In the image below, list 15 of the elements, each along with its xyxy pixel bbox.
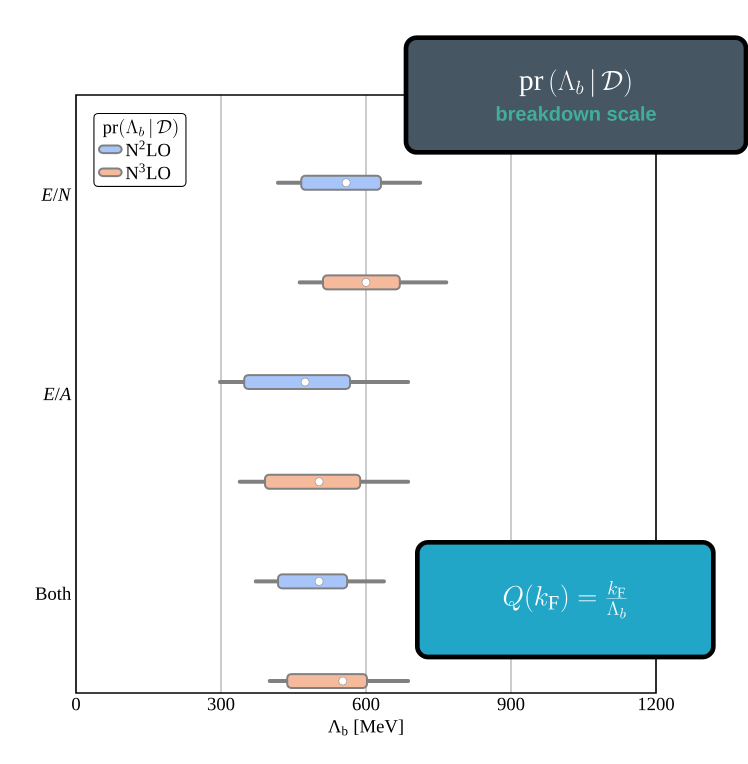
x-axis-title: Λ$_{b}$ [MeV] (328, 719, 403, 736)
x-tick-label: 300 (208, 698, 234, 710)
legend-label: N$^{3}$LO (126, 163, 170, 180)
legend-title: $\mathrm{pr}(\Lambda_b\,|\,\mathcal{D})$ (102, 118, 178, 138)
annotation: $\mathrm{pr}\,(\Lambda_b\,|\,\mathcal{D})$ (519, 69, 630, 97)
y-tick-label: E/N (41, 188, 72, 201)
x-tick-label: 1200 (638, 698, 674, 710)
x-tick-label: 900 (498, 698, 524, 710)
y-tick-label: E/A (43, 388, 72, 400)
x-tick-label: 0 (72, 698, 80, 710)
y-tick-label: Both (36, 586, 72, 600)
x-tick-label: 600 (352, 698, 380, 710)
legend-label: N$^{2}$LO (126, 140, 170, 156)
annotation: breakdown scale (496, 106, 656, 121)
annotation: $Q(k_{\mathrm{F}}) = \frac{k_{\mathrm{F}}}{\Lambda_b}$ (504, 581, 627, 618)
